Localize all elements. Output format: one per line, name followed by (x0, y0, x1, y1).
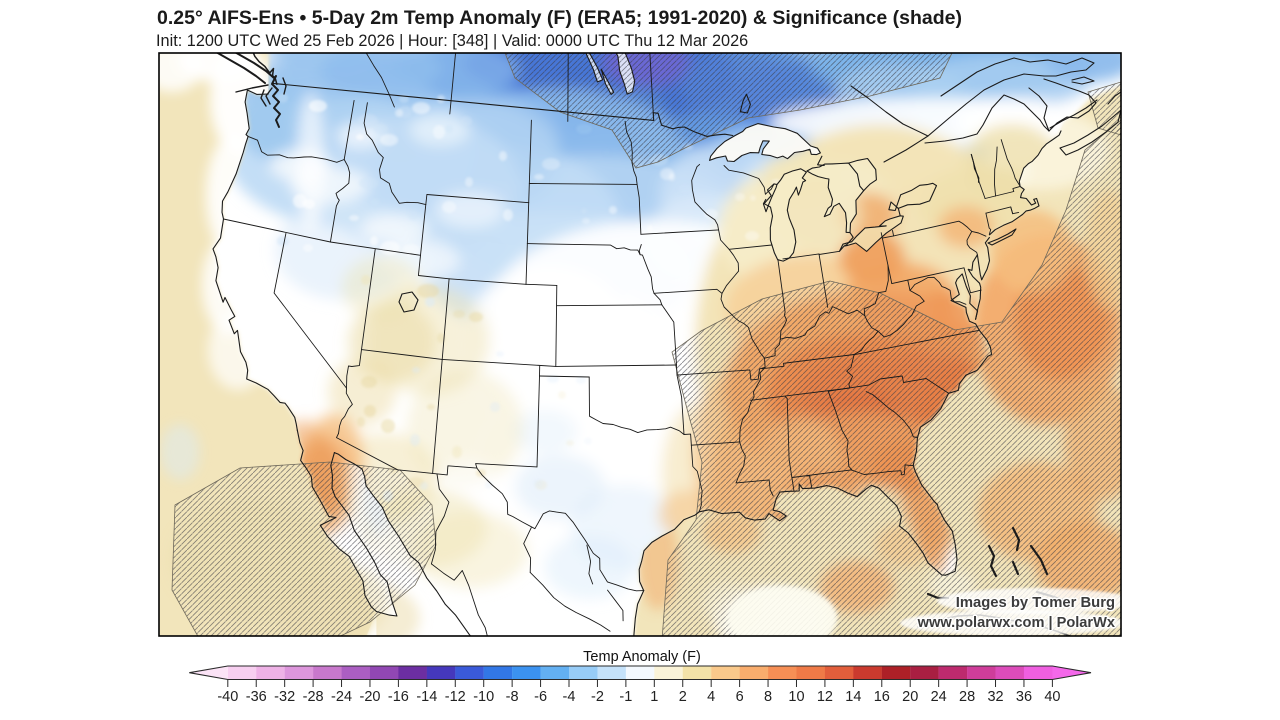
svg-text:16: 16 (874, 689, 890, 705)
svg-text:-12: -12 (445, 689, 466, 705)
svg-text:-24: -24 (331, 689, 352, 705)
svg-text:-1: -1 (619, 689, 632, 705)
svg-text:32: 32 (987, 689, 1003, 705)
svg-text:6: 6 (736, 689, 744, 705)
svg-text:1: 1 (650, 689, 658, 705)
svg-text:-16: -16 (388, 689, 409, 705)
svg-text:40: 40 (1044, 689, 1060, 705)
svg-text:4: 4 (707, 689, 715, 705)
svg-text:-2: -2 (591, 689, 604, 705)
svg-text:10: 10 (788, 689, 804, 705)
svg-text:20: 20 (902, 689, 918, 705)
svg-text:2: 2 (679, 689, 687, 705)
svg-text:12: 12 (817, 689, 833, 705)
svg-text:36: 36 (1016, 689, 1032, 705)
svg-text:-8: -8 (506, 689, 519, 705)
svg-text:-10: -10 (473, 689, 494, 705)
svg-text:-14: -14 (416, 689, 437, 705)
svg-text:-20: -20 (359, 689, 380, 705)
svg-text:-28: -28 (303, 689, 324, 705)
svg-text:14: 14 (845, 689, 861, 705)
svg-text:-6: -6 (534, 689, 547, 705)
svg-text:-40: -40 (217, 689, 238, 705)
svg-text:Temp Anomaly (F): Temp Anomaly (F) (583, 649, 701, 665)
svg-text:-4: -4 (563, 689, 576, 705)
svg-text:-32: -32 (274, 689, 295, 705)
svg-text:28: 28 (959, 689, 975, 705)
svg-text:-36: -36 (246, 689, 267, 705)
svg-text:8: 8 (764, 689, 772, 705)
svg-text:24: 24 (931, 689, 947, 705)
